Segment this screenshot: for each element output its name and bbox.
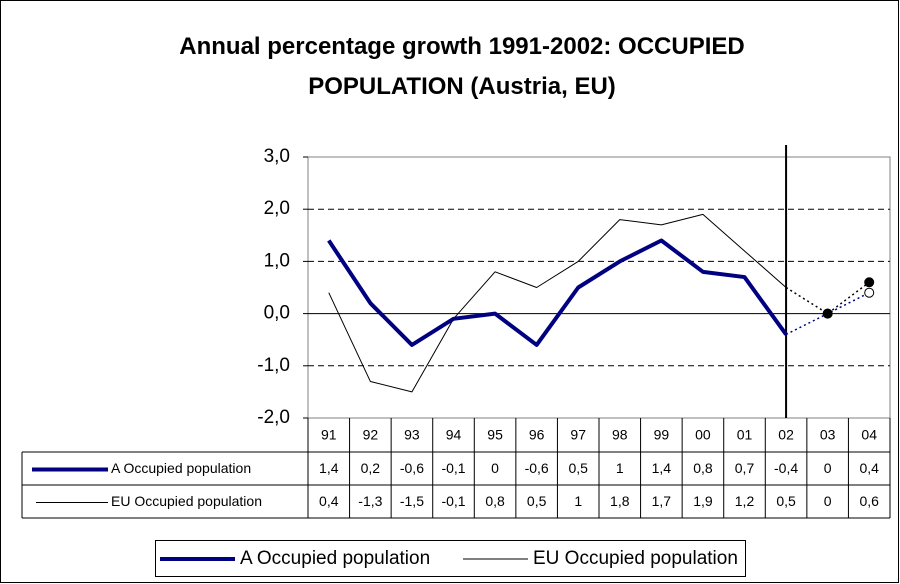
table-cell: 1,9: [693, 493, 713, 509]
table-cell: 0,5: [527, 493, 547, 509]
y-tick-label: -2,0: [257, 407, 290, 428]
legend-label: EU Occupied population: [533, 548, 738, 569]
table-cell: 0: [824, 460, 832, 476]
x-tick-label: 96: [529, 427, 545, 443]
x-tick-label: 93: [404, 427, 420, 443]
x-tick-label: 97: [570, 427, 586, 443]
table-row-label: EU Occupied population: [111, 493, 262, 509]
x-tick-label: 03: [820, 427, 836, 443]
x-tick-label: 91: [321, 427, 337, 443]
forecast-marker: [864, 277, 875, 288]
table-cell: -0,1: [441, 493, 465, 509]
table-cell: -0,4: [774, 460, 798, 476]
forecast-marker: [822, 308, 833, 319]
x-tick-label: 92: [363, 427, 379, 443]
forecast-line: [785, 281, 870, 315]
y-tick-label: 0,0: [264, 303, 290, 324]
table-cell: 0: [824, 493, 832, 509]
y-tick-label: 2,0: [264, 198, 290, 219]
x-tick-label: 04: [861, 427, 877, 443]
table-cell: 1: [616, 460, 624, 476]
table-cell: 1,4: [319, 460, 339, 476]
chart-title: Annual percentage growth 1991-2002: OCCU…: [179, 33, 744, 100]
table-cell: 0,5: [568, 460, 588, 476]
x-tick-label: 98: [612, 427, 628, 443]
y-tick-label: 3,0: [264, 146, 290, 167]
table-cell: -0,6: [400, 460, 424, 476]
x-tick-label: 94: [446, 427, 462, 443]
table-cell: 1,4: [652, 460, 672, 476]
series-line: [328, 213, 787, 393]
table-cell: -0,1: [441, 460, 465, 476]
table-cell: 0,7: [735, 460, 755, 476]
table-cell: -1,5: [400, 493, 424, 509]
table-cell: 1,7: [652, 493, 672, 509]
table-cell: 1: [574, 493, 582, 509]
table-cell: -0,6: [525, 460, 549, 476]
y-tick-label: -1,0: [257, 355, 290, 376]
x-tick-label: 02: [778, 427, 794, 443]
table-cell: 0,8: [485, 493, 505, 509]
table-cell: -1,3: [358, 493, 382, 509]
x-tick-label: 95: [487, 427, 503, 443]
table-row-label: A Occupied population: [111, 460, 251, 476]
x-tick-label: 00: [695, 427, 711, 443]
series-line: [327, 238, 788, 347]
table-cell: 0,4: [319, 493, 339, 509]
y-tick-label: 1,0: [264, 250, 290, 271]
table-cell: 0,2: [361, 460, 381, 476]
forecast-marker: [864, 287, 875, 298]
x-tick-label: 99: [654, 427, 670, 443]
table-cell: 1,8: [610, 493, 630, 509]
table-cell: 1,2: [735, 493, 755, 509]
table-cell: 0,5: [776, 493, 796, 509]
x-tick-label: 01: [737, 427, 753, 443]
table-cell: 0,8: [693, 460, 713, 476]
table-cell: 0,6: [859, 493, 879, 509]
table-cell: 0,4: [859, 460, 879, 476]
table-cell: 0: [491, 460, 499, 476]
legend: [155, 540, 746, 577]
legend-label: A Occupied population: [240, 548, 430, 569]
